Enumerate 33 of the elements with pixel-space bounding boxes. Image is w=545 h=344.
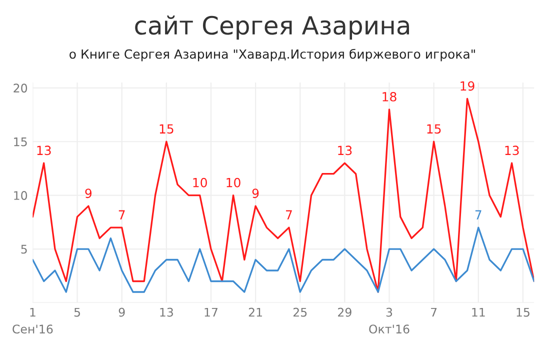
data-label: 10 (226, 178, 240, 188)
y-tick-label: 5 (21, 244, 27, 254)
data-label: 15 (160, 124, 174, 134)
x-tick-label: 9 (118, 308, 125, 317)
data-label: 19 (460, 81, 474, 91)
line-series (32, 226, 534, 293)
data-label: 10 (193, 178, 207, 188)
data-label: 13 (505, 146, 519, 156)
y-tick-label: 20 (14, 84, 28, 93)
x-tick-label: 29 (338, 308, 352, 317)
x-tick-label: 3 Окт'16 (369, 308, 410, 334)
x-tick-label: 11 (472, 308, 485, 317)
data-label: 7 (286, 210, 292, 220)
x-tick-label: 7 (431, 308, 437, 317)
chart-subtitle: о Книге Сергея Азарина "Хавард.История биржевого игрока" (70, 48, 475, 62)
y-tick-label: 15 (14, 138, 27, 146)
x-tick-label: 5 (74, 308, 80, 317)
data-label: 15 (427, 124, 441, 134)
data-label: 13 (338, 146, 352, 156)
x-tick-label: 1 Сен'16 (12, 308, 53, 334)
data-label: 13 (37, 146, 51, 156)
data-label: 7 (118, 210, 125, 220)
x-tick-label: 17 (204, 308, 218, 317)
data-label: 9 (85, 188, 92, 198)
data-label: 18 (382, 92, 396, 102)
y-tick-label: 10 (14, 191, 28, 200)
x-tick-label: 13 (160, 308, 173, 317)
data-label: 9 (252, 188, 259, 198)
data-label: 7 (475, 210, 482, 220)
x-tick-label: 21 (248, 308, 262, 317)
x-tick-label: 25 (293, 308, 307, 317)
x-tick-label: 15 (516, 308, 530, 317)
chart-title: сайт Сергея Азарина (135, 16, 409, 40)
